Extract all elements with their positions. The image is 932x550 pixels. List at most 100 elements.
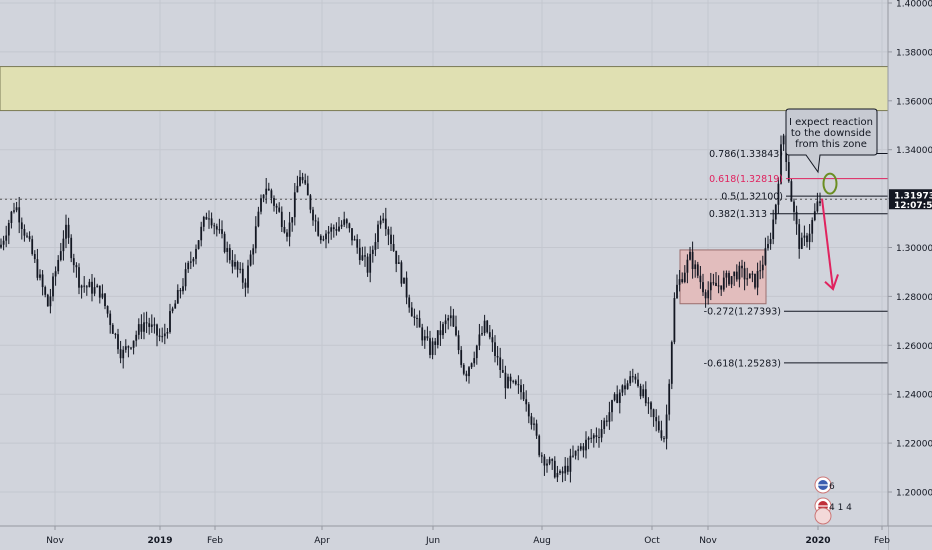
candle-body xyxy=(2,240,5,245)
candle-body xyxy=(481,333,483,335)
candle-body xyxy=(174,303,177,309)
candle-body xyxy=(650,402,652,410)
candle-body xyxy=(215,226,218,230)
candle-body xyxy=(538,435,541,456)
candle-body xyxy=(156,324,158,336)
time-axis[interactable]: Nov 2019 Feb Apr Jun Aug Oct Nov 2020 Feb xyxy=(0,525,932,550)
candle-body xyxy=(46,294,49,307)
candle-body xyxy=(49,296,52,307)
candle-body xyxy=(67,224,70,238)
candle-body xyxy=(782,135,785,145)
candle-body xyxy=(0,244,2,248)
reaction-ellipse[interactable] xyxy=(822,172,838,195)
candle-body xyxy=(130,347,132,349)
candle-body xyxy=(790,181,793,202)
candle-body xyxy=(673,298,676,343)
candle-body xyxy=(730,276,733,285)
candle-body xyxy=(585,439,587,451)
candle-body xyxy=(54,271,57,277)
callout-shape xyxy=(785,108,878,174)
candle-body xyxy=(85,286,88,288)
event-badges[interactable]: 6 4 1 4 xyxy=(814,476,852,525)
candle-body xyxy=(702,282,704,293)
current-price-tag xyxy=(889,189,932,210)
candle-body xyxy=(429,338,431,355)
candle-body xyxy=(663,438,665,440)
candles-layer xyxy=(0,133,821,483)
candle-body xyxy=(457,335,460,351)
candle-body xyxy=(132,340,135,348)
candle-body xyxy=(148,323,151,327)
candle-body xyxy=(522,392,525,400)
fib-label: 0.5(1.32100) xyxy=(721,192,783,203)
candle-body xyxy=(525,399,528,405)
candle-body xyxy=(356,239,359,248)
candle-body xyxy=(117,334,119,350)
candle-body xyxy=(408,297,411,308)
candle-body xyxy=(270,190,273,199)
candle-body xyxy=(691,251,694,270)
candle-body xyxy=(382,218,385,221)
candle-body xyxy=(548,459,551,464)
candle-body xyxy=(613,394,616,401)
candle-body xyxy=(774,204,777,220)
annotation-line-2: to the downside xyxy=(791,128,871,139)
candle-body xyxy=(800,237,803,249)
candle-body xyxy=(595,435,598,438)
candle-body xyxy=(439,330,442,336)
candle-body xyxy=(741,265,743,269)
candle-body xyxy=(39,274,41,278)
candle-body xyxy=(579,446,582,450)
candle-body xyxy=(262,194,265,199)
candle-body xyxy=(715,282,717,286)
price-axis[interactable]: 1.400001.380001.360001.340001.320001.300… xyxy=(887,0,932,550)
candle-body xyxy=(254,226,257,249)
supply-zone[interactable] xyxy=(0,66,889,112)
candle-body xyxy=(283,226,286,233)
time-axis-bg xyxy=(0,526,888,550)
candle-body xyxy=(709,282,712,291)
candle-body xyxy=(26,235,28,237)
candle-body xyxy=(265,188,268,195)
candle-body xyxy=(652,409,655,418)
demand-box[interactable] xyxy=(679,249,767,305)
candle-body xyxy=(470,363,473,368)
candle-body xyxy=(647,402,650,404)
candle-body xyxy=(244,282,247,288)
candle-body xyxy=(322,239,325,241)
candle-body xyxy=(210,218,213,226)
flag-badge-icon[interactable] xyxy=(814,507,832,525)
candle-body xyxy=(728,273,730,285)
candle-body xyxy=(293,192,296,218)
downside-arrow[interactable] xyxy=(821,198,839,291)
fib-label: -0.618(1.25283) xyxy=(704,358,781,369)
candle-body xyxy=(106,306,109,314)
candle-body xyxy=(78,267,80,288)
candle-body xyxy=(455,326,457,336)
candle-body xyxy=(374,242,377,250)
candle-body xyxy=(83,285,86,287)
candle-body xyxy=(743,268,746,280)
candle-body xyxy=(816,201,819,212)
candle-body xyxy=(748,273,751,279)
candle-body xyxy=(184,269,187,287)
candle-body xyxy=(486,320,489,333)
candle-body xyxy=(423,336,426,341)
annotation-callout[interactable]: I expect reaction to the downside from t… xyxy=(785,108,878,174)
candle-body xyxy=(421,327,424,341)
candle-body xyxy=(140,324,143,332)
price-tick-label: 1.24000 xyxy=(896,391,932,401)
price-axis-bg xyxy=(888,0,932,550)
time-tick-label: Nov xyxy=(46,536,64,546)
fib-levels[interactable]: 0.786(1.33843) 0.618(1.32819) 0.5(1.32100)… xyxy=(704,149,888,369)
candle-body xyxy=(678,279,681,285)
candle-body xyxy=(57,259,60,272)
candle-body xyxy=(239,268,242,270)
candle-body xyxy=(572,455,574,457)
candle-body xyxy=(509,376,512,382)
candle-body xyxy=(299,176,301,186)
time-tick-label: 2020 xyxy=(805,536,830,546)
candle-body xyxy=(496,355,499,358)
candle-body xyxy=(483,320,486,334)
